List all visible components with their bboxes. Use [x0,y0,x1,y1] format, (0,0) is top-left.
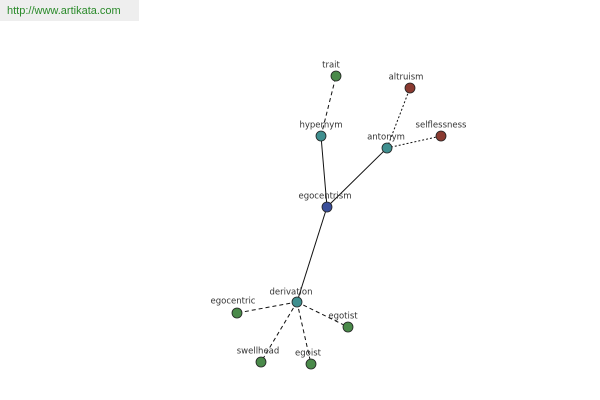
node [291,296,303,308]
node [305,358,317,370]
edges [236,75,442,365]
nodes: egocentrism hypernym trait antonym altruism s… [211,61,468,370]
node [404,82,416,94]
node-label: hypernym [299,121,342,131]
node [231,307,243,319]
node-label: egoist [295,349,322,359]
node [321,201,333,213]
node [435,130,447,142]
edge [326,147,388,208]
url-box [0,0,139,21]
node [330,70,342,82]
node-label: altruism [389,73,424,83]
edge [296,301,349,328]
node-label: egocentrism [298,192,351,202]
edge [236,301,298,314]
edge [260,301,298,363]
node-label: swellhead [237,347,280,357]
edge [386,87,411,149]
node [315,130,327,142]
node-label: derivation [269,288,312,298]
node [255,356,267,368]
edge [320,75,337,137]
node [381,142,393,154]
node-label: egotist [328,312,358,322]
edge [296,206,328,303]
node-label: antonym [367,133,405,143]
url[interactable]: http://www.artikata.com [7,5,121,17]
edge [296,301,312,365]
node-label: trait [322,61,340,71]
node [342,321,354,333]
node-label: egocentric [211,297,256,307]
edge [320,135,328,208]
node-label: selflessness [416,121,468,131]
edge [386,135,442,149]
